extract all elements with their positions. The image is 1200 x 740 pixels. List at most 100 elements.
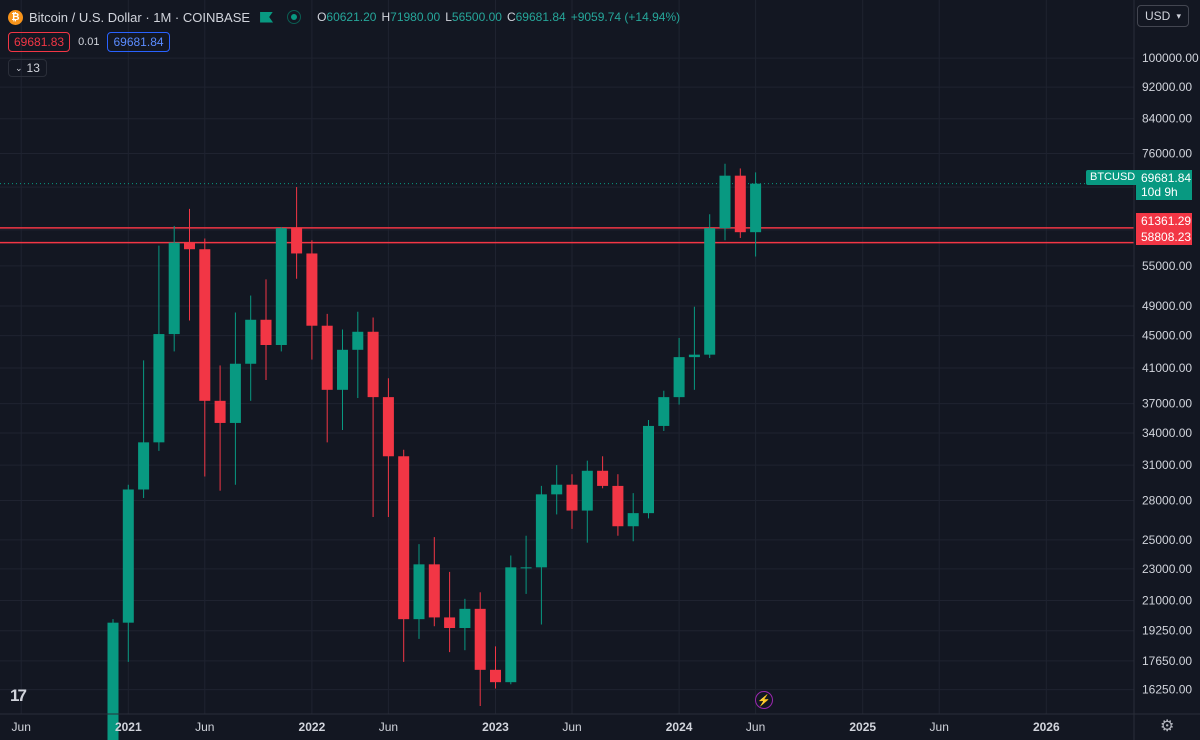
sell-button[interactable]: 69681.83 bbox=[8, 32, 71, 52]
flag-icon[interactable] bbox=[260, 11, 274, 23]
candle bbox=[612, 474, 624, 536]
candle bbox=[398, 449, 410, 662]
time-tick-label: 2021 bbox=[115, 720, 142, 734]
candle-body bbox=[229, 363, 241, 423]
level-price-tag-lower: 58808.23 bbox=[1136, 229, 1192, 245]
candle-body bbox=[505, 567, 517, 683]
candle bbox=[184, 208, 195, 321]
bitcoin-logo-icon: ₿ bbox=[8, 9, 23, 25]
open-value: 60621.20 bbox=[326, 10, 377, 24]
candle bbox=[704, 214, 716, 358]
price-tick-label: 21000.00 bbox=[1142, 593, 1192, 607]
price-tick-label: 34000.00 bbox=[1142, 426, 1192, 440]
price-tick-label: 31000.00 bbox=[1142, 458, 1192, 472]
price-tick-label: 19250.00 bbox=[1142, 624, 1192, 638]
time-axis[interactable]: Jun 2021 Jun 2022 Jun 2023 Jun 2024 Jun 2025 Jun 20… bbox=[12, 720, 1060, 734]
price-tick-label: 100000.00 bbox=[1142, 51, 1199, 65]
high-label: H bbox=[381, 10, 391, 24]
candle bbox=[658, 390, 670, 431]
price-tick-label: 25000.00 bbox=[1142, 533, 1192, 547]
candle-body bbox=[627, 513, 639, 527]
time-tick-label: Jun bbox=[746, 720, 765, 734]
candle-body bbox=[612, 485, 624, 527]
indicators-toggle-button[interactable]: ⌄ 13 bbox=[8, 59, 47, 77]
candle-body bbox=[291, 228, 303, 254]
currency-label: USD bbox=[1145, 9, 1171, 23]
symbol-price-tag: BTCUSD bbox=[1086, 170, 1140, 185]
time-tick-label: Jun bbox=[379, 720, 398, 734]
time-tick-label: 2024 bbox=[666, 720, 693, 734]
candle-body bbox=[459, 608, 471, 629]
price-tick-label: 41000.00 bbox=[1142, 361, 1192, 375]
buy-button[interactable]: 69681.84 bbox=[107, 32, 170, 52]
candle-body bbox=[214, 400, 226, 423]
bar-countdown: 10d 9h bbox=[1141, 185, 1178, 199]
candle-body bbox=[551, 484, 563, 495]
lightning-icon[interactable]: ⚡ bbox=[755, 691, 773, 709]
candle bbox=[551, 465, 563, 515]
chevron-down-icon: ⌄ bbox=[15, 62, 23, 73]
candle-body bbox=[643, 425, 654, 514]
candle bbox=[566, 474, 578, 529]
high-value: 71980.00 bbox=[390, 10, 441, 24]
time-tick-label: 2025 bbox=[849, 720, 876, 734]
candle-body bbox=[184, 242, 195, 250]
candle bbox=[306, 240, 318, 360]
candle-body bbox=[704, 228, 716, 355]
candle bbox=[688, 306, 700, 390]
candle bbox=[122, 484, 134, 662]
tradingview-logo-icon[interactable]: 17 bbox=[10, 686, 27, 705]
candle bbox=[505, 555, 517, 685]
candle bbox=[750, 172, 762, 257]
candle-body bbox=[245, 319, 257, 364]
candle bbox=[535, 485, 547, 625]
indicators-count: 13 bbox=[26, 61, 40, 75]
market-status-icon[interactable] bbox=[287, 10, 302, 24]
price-tick-label: 23000.00 bbox=[1142, 562, 1192, 576]
gear-icon[interactable]: ⚙ bbox=[1160, 718, 1175, 735]
candle bbox=[275, 227, 287, 352]
price-axis[interactable]: 100000.0092000.0084000.0076000.0069000.0… bbox=[1142, 51, 1199, 696]
price-tick-label: 45000.00 bbox=[1142, 329, 1192, 343]
candle-body bbox=[107, 622, 119, 740]
low-value: 56500.00 bbox=[451, 10, 502, 24]
currency-select[interactable]: USD ▾ bbox=[1137, 5, 1189, 27]
time-tick-label: 2026 bbox=[1033, 720, 1060, 734]
symbol-title[interactable]: Bitcoin / U.S. Dollar · 1M · COINBASE bbox=[29, 9, 251, 25]
time-tick-label: Jun bbox=[562, 720, 581, 734]
candle bbox=[581, 460, 593, 543]
candle bbox=[321, 313, 333, 443]
price-tick-label: 84000.00 bbox=[1142, 112, 1192, 126]
price-tick-label: 49000.00 bbox=[1142, 299, 1192, 313]
time-tick-label: 2022 bbox=[299, 720, 326, 734]
candle-body bbox=[122, 489, 134, 623]
candle bbox=[153, 245, 165, 451]
candle-body bbox=[138, 442, 150, 490]
candle-body bbox=[734, 175, 746, 233]
candle bbox=[474, 592, 486, 706]
candle bbox=[199, 238, 211, 477]
price-tick-label: 76000.00 bbox=[1142, 146, 1192, 160]
candle bbox=[413, 544, 425, 639]
candle-body bbox=[597, 470, 609, 486]
candle bbox=[444, 571, 456, 653]
price-tick-label: 92000.00 bbox=[1142, 80, 1192, 94]
ohlc-values: O60621.20 H71980.00 L56500.00 C69681.84 … bbox=[317, 10, 680, 24]
candle-body bbox=[321, 325, 333, 390]
candles bbox=[107, 163, 762, 740]
time-tick-label: Jun bbox=[12, 720, 31, 734]
candle-body bbox=[474, 608, 486, 670]
candle-body bbox=[337, 349, 348, 390]
candle bbox=[643, 419, 654, 519]
candle bbox=[719, 163, 731, 241]
candle bbox=[138, 360, 150, 499]
candle bbox=[367, 317, 379, 518]
candle-body bbox=[199, 249, 211, 401]
price-tick-label: 37000.00 bbox=[1142, 397, 1192, 411]
chevron-down-icon: ▾ bbox=[1176, 10, 1181, 21]
candle-body bbox=[750, 183, 762, 233]
candle-body bbox=[673, 357, 685, 398]
symbol-header[interactable]: ₿ Bitcoin / U.S. Dollar · 1M · COINBASE … bbox=[8, 7, 680, 27]
price-tick-label: 55000.00 bbox=[1142, 259, 1192, 273]
